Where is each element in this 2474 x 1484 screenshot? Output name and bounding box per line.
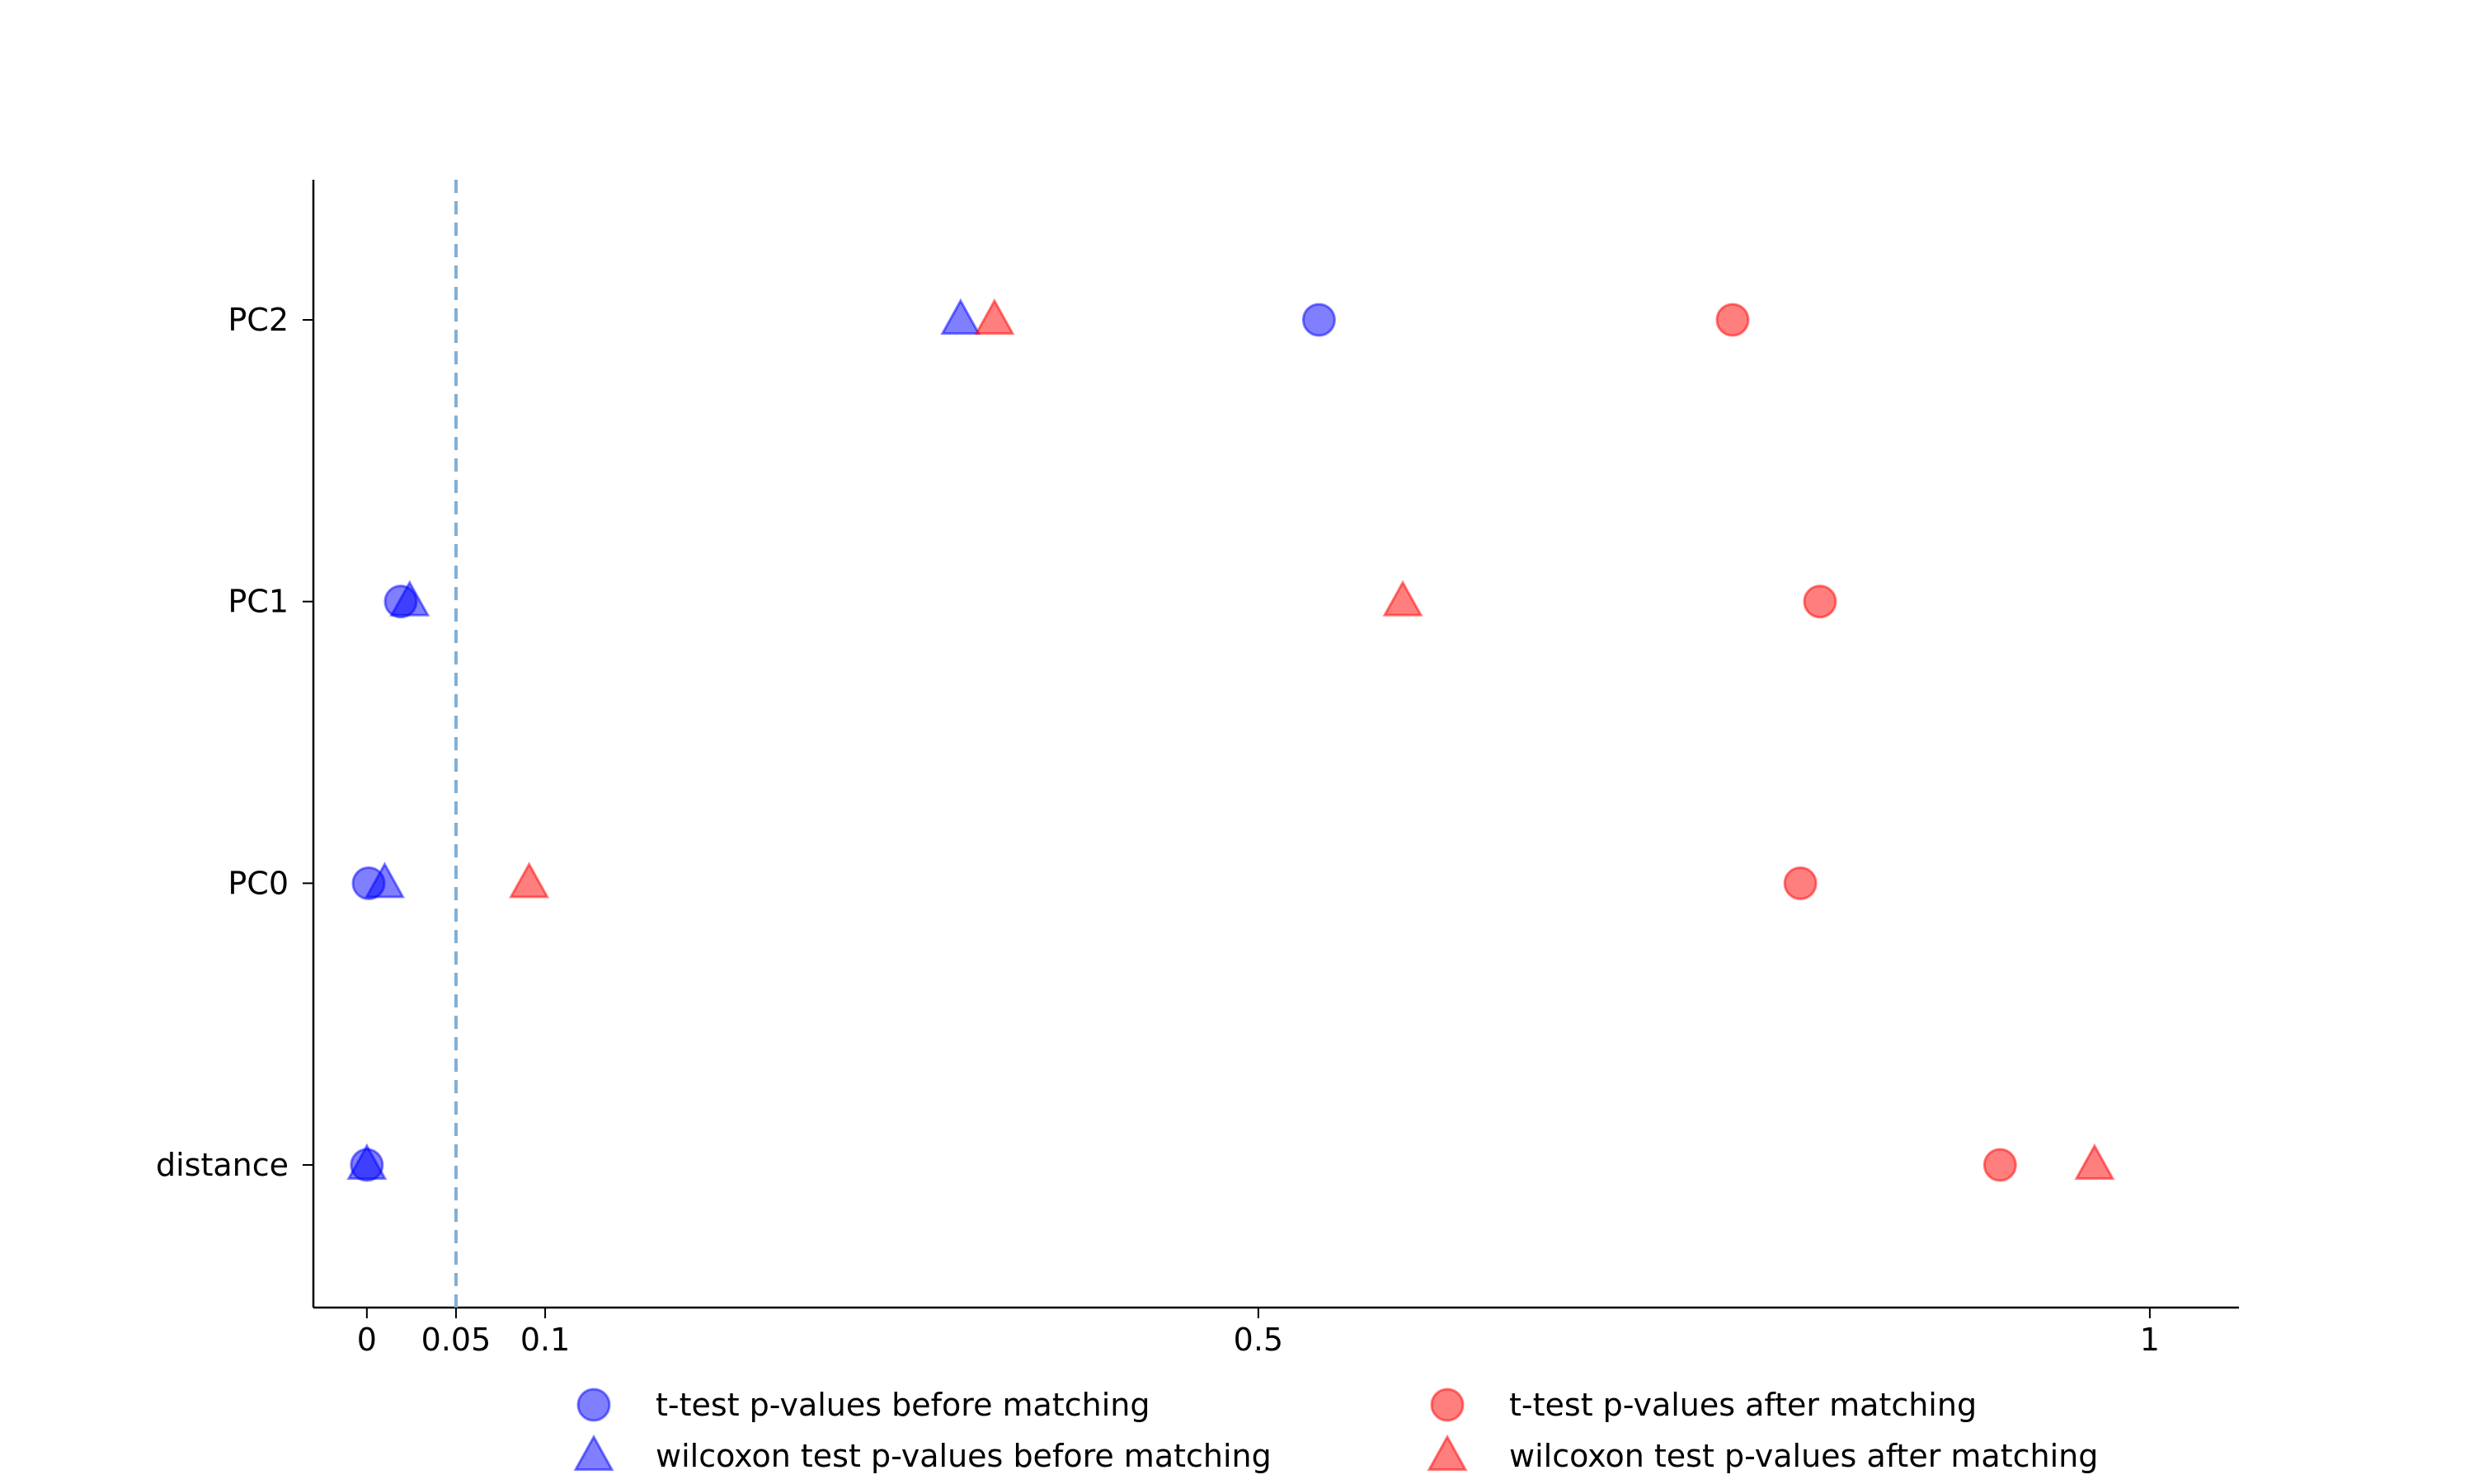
legend-label: wilcoxon test p-values before matching (656, 1438, 1272, 1474)
data-point (1382, 580, 1423, 617)
data-point (1803, 585, 1837, 619)
y-tick-label: PC2 (228, 302, 289, 338)
x-tick-label: 0.1 (520, 1322, 570, 1358)
data-point (1982, 1148, 2017, 1182)
data-point (1783, 866, 1818, 900)
legend-item: wilcoxon test p-values before matching (573, 1434, 1272, 1474)
data-point (509, 862, 550, 899)
series-1 (350, 303, 1336, 1182)
legend-marker (1427, 1434, 1468, 1471)
x-ticks: 0 0.05 0.1 0.5 1 (357, 1308, 2160, 1358)
y-ticks: distance PC0 PC1 PC2 (156, 302, 313, 1183)
data-point (940, 298, 981, 335)
legend: t-test p-values before matching wilcoxon … (573, 1387, 2098, 1474)
axes (312, 180, 2239, 1309)
data-point (389, 580, 430, 617)
data-point (2074, 1143, 2115, 1180)
data-point (346, 1143, 388, 1180)
legend-label: t-test p-values before matching (656, 1387, 1150, 1423)
legend-marker (573, 1434, 614, 1471)
y-tick-label: distance (156, 1147, 289, 1183)
x-tick-label: 0.5 (1234, 1322, 1283, 1358)
legend-item: t-test p-values after matching (1430, 1387, 1977, 1423)
legend-item: wilcoxon test p-values after matching (1427, 1434, 2098, 1474)
data-point (1301, 303, 1336, 337)
y-tick-label: PC0 (228, 865, 289, 901)
series-2 (346, 298, 981, 1180)
x-tick-label: 1 (2140, 1322, 2160, 1358)
y-tick-label: PC1 (228, 584, 289, 620)
series-4 (509, 298, 2115, 1180)
legend-label: wilcoxon test p-values after matching (1509, 1438, 2098, 1474)
legend-marker (1430, 1388, 1465, 1422)
x-tick-label: 0 (357, 1322, 377, 1358)
x-tick-label: 0.05 (421, 1322, 492, 1358)
legend-marker (576, 1388, 611, 1422)
series-3 (1715, 303, 2017, 1182)
legend-item: t-test p-values before matching (576, 1387, 1150, 1423)
data-points (346, 298, 2115, 1182)
legend-label: t-test p-values after matching (1509, 1387, 1977, 1423)
data-point (1715, 303, 1750, 337)
data-point (364, 862, 406, 899)
data-point (974, 298, 1015, 335)
